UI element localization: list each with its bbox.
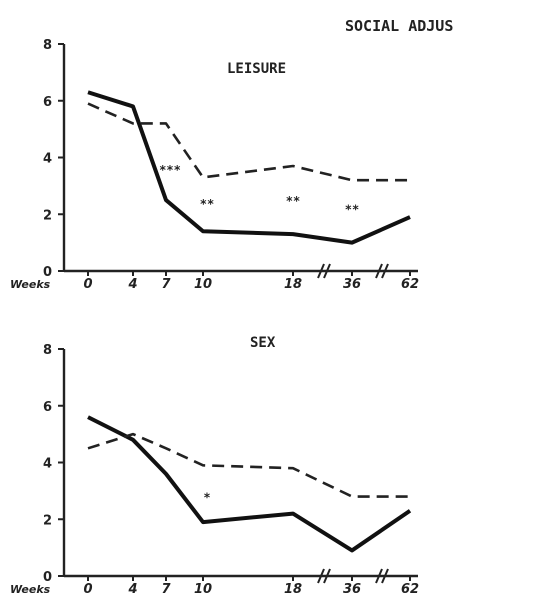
- x-tick-label: 0: [83, 582, 92, 597]
- y-tick-label: 8: [43, 343, 52, 358]
- x-tick-label: 62: [401, 582, 419, 597]
- x-tick-label: 4: [127, 277, 137, 292]
- x-tick-label: 7: [161, 277, 171, 292]
- axis-break-mark: [317, 263, 325, 279]
- axis-break-mark: [323, 263, 331, 279]
- axis-break-mark: [381, 568, 389, 584]
- y-tick-label: 0: [43, 570, 52, 585]
- dashed-series-line: [87, 102, 410, 182]
- x-tick-label: 18: [284, 277, 302, 292]
- significance-marker: **: [345, 203, 359, 217]
- y-tick-label: 8: [43, 38, 52, 53]
- x-tick-label: 36: [343, 277, 361, 292]
- x-tick-label: 10: [194, 277, 212, 292]
- chart-title: LEISURE: [227, 61, 286, 77]
- x-axis-label: Weeks: [10, 583, 51, 596]
- y-tick-label: 2: [43, 208, 52, 223]
- figure-title: SOCIAL ADJUS: [345, 17, 453, 35]
- x-tick-label: 4: [127, 582, 137, 597]
- y-tick-label: 0: [43, 265, 52, 280]
- y-tick-label: 6: [43, 95, 52, 110]
- x-tick-label: 62: [401, 277, 419, 292]
- x-axis-label: Weeks: [10, 278, 51, 291]
- solid-series-line: [87, 415, 412, 553]
- y-tick-label: 2: [43, 513, 52, 528]
- x-tick-label: 18: [284, 582, 302, 597]
- x-tick-label: 7: [161, 582, 171, 597]
- significance-marker: **: [286, 194, 300, 208]
- x-tick-label: 0: [83, 277, 92, 292]
- significance-marker: ***: [159, 163, 181, 177]
- solid-series-line: [87, 90, 411, 245]
- significance-marker: **: [200, 197, 214, 211]
- axis-break-mark: [375, 263, 383, 279]
- dashed-series-line: [87, 432, 410, 498]
- significance-marker: *: [203, 491, 210, 505]
- y-tick-label: 6: [43, 400, 52, 415]
- axis-break-mark: [323, 568, 331, 584]
- x-tick-label: 10: [194, 582, 212, 597]
- axis-break-mark: [381, 263, 389, 279]
- axis-break-mark: [317, 568, 325, 584]
- chart-title: SEX: [250, 335, 276, 351]
- x-tick-label: 36: [343, 582, 361, 597]
- axis-break-mark: [375, 568, 383, 584]
- y-tick-label: 4: [43, 152, 52, 167]
- y-tick-label: 4: [43, 457, 52, 472]
